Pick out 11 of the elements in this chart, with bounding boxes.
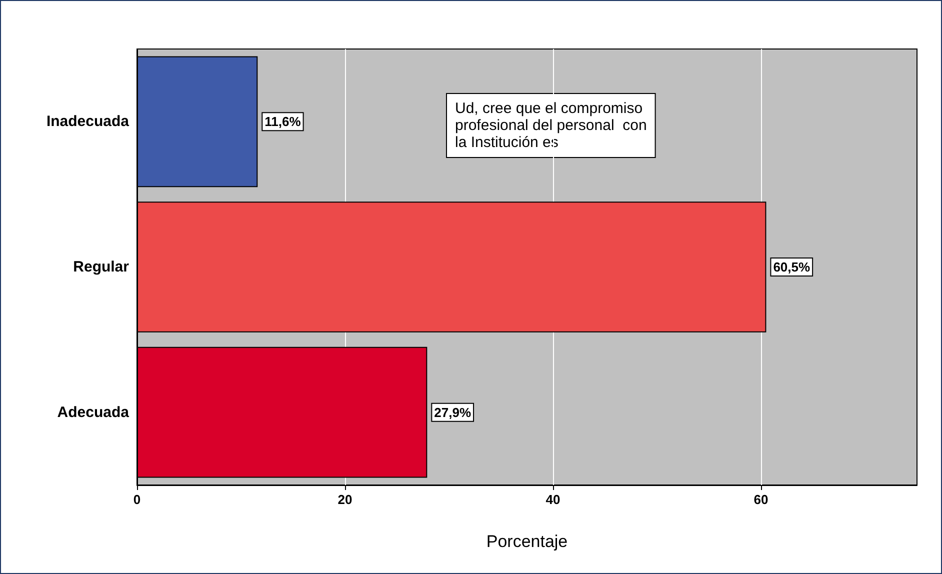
data-label: 27,9% (434, 404, 472, 420)
y-tick-label: Adecuada (57, 404, 130, 421)
y-tick-label: Inadecuada (46, 113, 130, 130)
x-tick-label: 40 (546, 492, 560, 507)
x-tick-label: 20 (338, 492, 352, 507)
x-tick-label: 60 (754, 492, 768, 507)
x-axis-title: Porcentaje (486, 532, 568, 551)
data-label: 11,6% (264, 114, 302, 130)
y-tick-label: Regular (73, 258, 130, 276)
data-label: 60,5% (773, 260, 810, 274)
x-tick-label: 0 (133, 492, 141, 507)
